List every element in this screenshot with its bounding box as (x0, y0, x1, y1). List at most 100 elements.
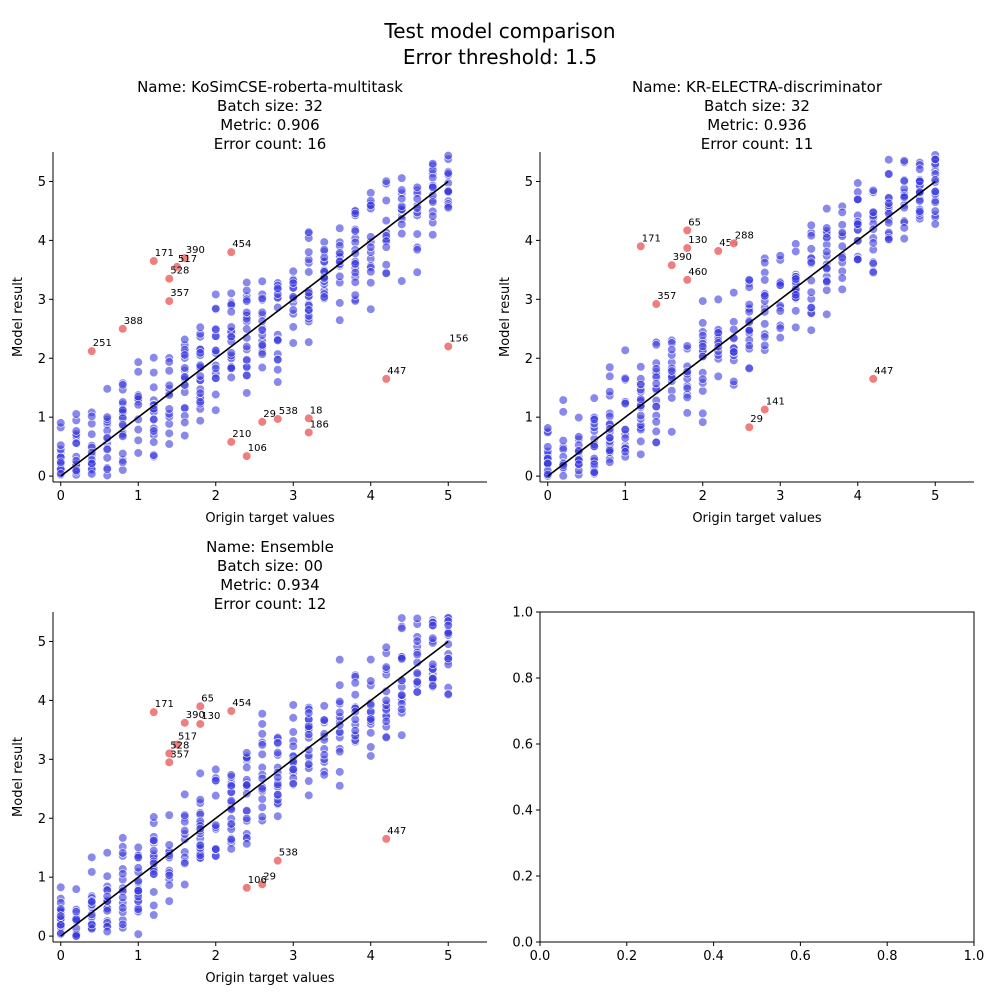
scatter-point (915, 206, 925, 216)
scatter-point (366, 278, 376, 288)
scatter-point (366, 728, 376, 738)
scatter-point (853, 254, 863, 265)
scatter-point (211, 405, 221, 415)
scatter-point (211, 346, 221, 356)
scatter-point (589, 467, 599, 477)
y-axis-label: Model result (11, 737, 26, 817)
scatter-point (651, 379, 661, 389)
scatter-point (775, 333, 785, 343)
scatter-point (257, 719, 267, 729)
scatter-point (273, 355, 283, 365)
y-tick-label: 4 (38, 694, 46, 709)
scatter-point (304, 305, 314, 315)
scatter-point (806, 220, 816, 230)
scatter-point (149, 835, 159, 845)
scatter-point (837, 284, 847, 294)
scatter-point (636, 449, 646, 459)
scatter-point (605, 371, 615, 381)
scatter-point (118, 405, 128, 415)
scatter-point (868, 185, 878, 196)
scatter-point (366, 742, 376, 752)
scatter-point (667, 427, 677, 437)
error-point-label: 106 (248, 443, 267, 454)
scatter-point (412, 677, 422, 687)
scatter-point (257, 749, 267, 759)
error-point (667, 260, 677, 270)
scatter-point (257, 784, 267, 794)
scatter-point (195, 416, 205, 426)
scatter-point (180, 879, 190, 890)
scatter-point (899, 176, 909, 186)
scatter-point (605, 387, 615, 397)
scatter-point (149, 910, 159, 920)
x-tick-label: 2 (699, 489, 707, 504)
error-point (713, 246, 723, 256)
error-point-label: 29 (750, 414, 763, 425)
scatter-point (133, 435, 143, 445)
scatter-point (257, 709, 267, 719)
scatter-point (760, 340, 770, 351)
y-tick-label: 1.0 (512, 606, 533, 621)
scatter-point (335, 223, 345, 233)
scatter-point (257, 794, 267, 804)
scatter-point (211, 820, 221, 830)
scatter-point (381, 216, 391, 226)
scatter-point (133, 886, 143, 896)
error-point-label: 517 (178, 254, 197, 265)
scatter-point (149, 887, 159, 897)
scatter-point (304, 721, 314, 731)
scatter-point (412, 267, 422, 277)
scatter-point (412, 687, 422, 697)
scatter-point (729, 376, 739, 387)
scatter-point (149, 812, 159, 822)
scatter-point (899, 156, 909, 166)
scatter-point (605, 433, 615, 443)
scatter-point (211, 324, 221, 335)
error-point-label: 454 (232, 239, 251, 250)
error-point (443, 341, 453, 352)
scatter-point (428, 182, 438, 192)
subplot-title-line: Metric: 0.906 (220, 116, 319, 134)
scatter-point (397, 185, 407, 195)
scatter-point (636, 379, 646, 390)
scatter-point (760, 258, 770, 268)
scatter-point (164, 880, 174, 890)
scatter-point (71, 465, 81, 476)
scatter-point (319, 701, 329, 711)
scatter-point (226, 307, 236, 317)
scatter-point (149, 450, 159, 460)
scatter-point (350, 259, 360, 269)
scatter-point (605, 457, 615, 467)
scatter-point (319, 729, 329, 739)
scatter-point (366, 242, 376, 252)
error-point (868, 374, 878, 384)
scatter-point (868, 258, 878, 269)
scatter-point (273, 738, 283, 748)
scatter-point (775, 323, 785, 333)
scatter-point (226, 796, 236, 806)
scatter-point (71, 931, 81, 941)
error-point (149, 256, 159, 266)
scatter-point (397, 654, 407, 664)
scatter-point (558, 471, 568, 481)
error-point-label: 29 (263, 409, 276, 420)
scatter-point (381, 642, 391, 652)
scatter-point (822, 232, 832, 243)
scatter-point (319, 750, 329, 760)
scatter-point (930, 186, 940, 197)
scatter-point (242, 296, 252, 306)
scatter-point (71, 438, 81, 448)
scatter-point (853, 194, 863, 204)
subplot-title-line: Batch size: 32 (217, 97, 323, 115)
scatter-point (180, 858, 190, 868)
scatter-point (698, 351, 708, 362)
scatter-point (257, 362, 267, 373)
scatter-point (366, 188, 376, 198)
scatter-point (899, 192, 909, 202)
scatter-point (164, 380, 174, 390)
scatter-point (195, 322, 205, 332)
error-point-label: 447 (874, 366, 893, 377)
scatter-point (412, 650, 422, 660)
scatter-point (428, 211, 438, 221)
error-point (682, 275, 692, 285)
